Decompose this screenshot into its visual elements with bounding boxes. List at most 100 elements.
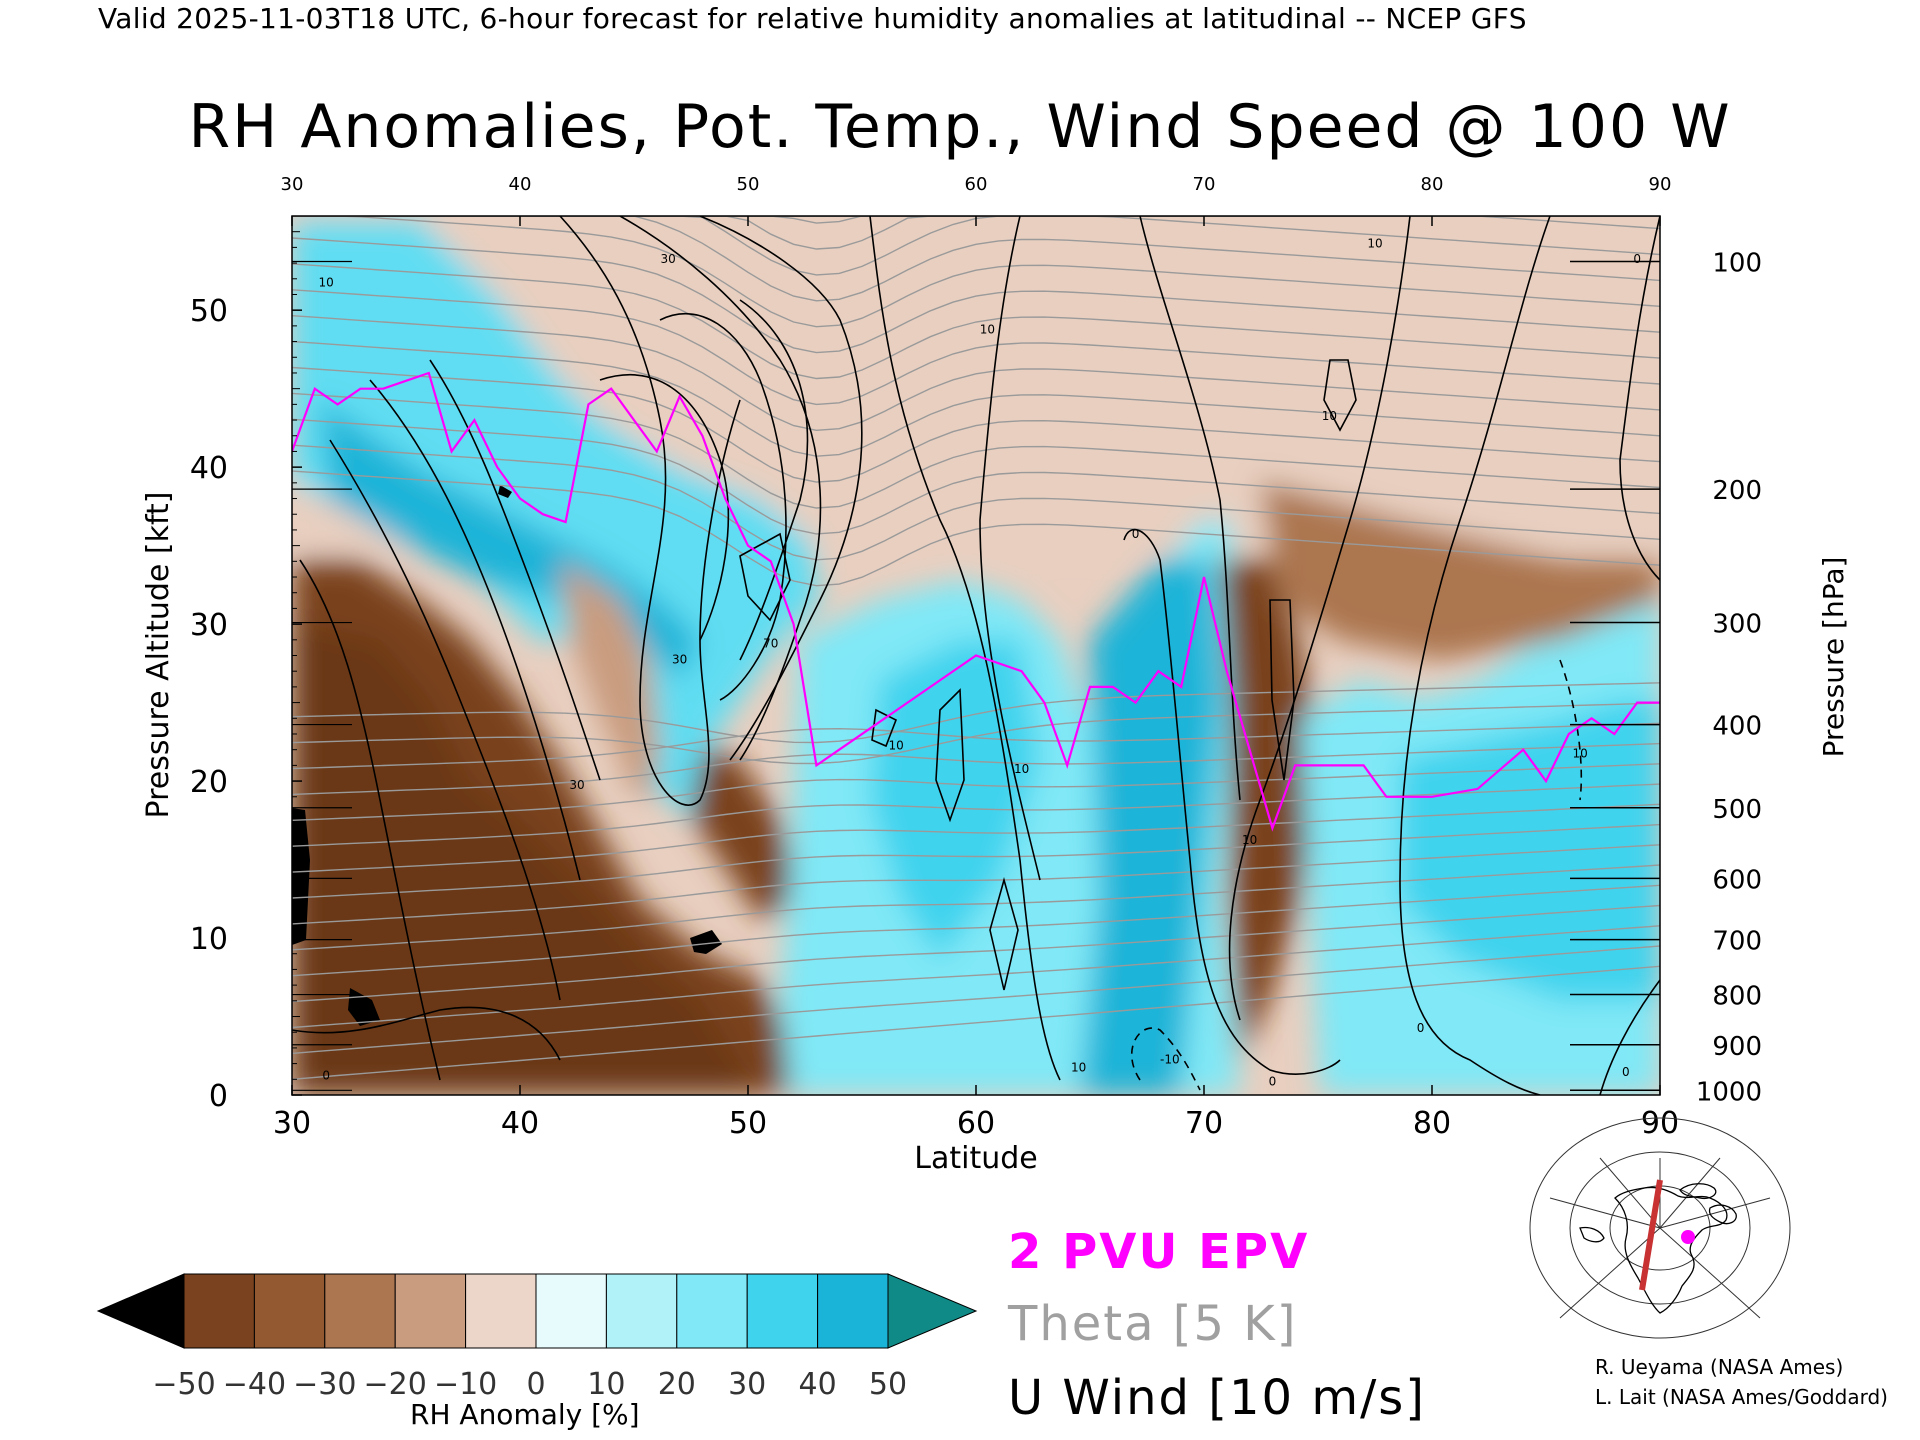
colorbar-tick-label: 30 [728, 1367, 766, 1402]
colorbar-box [394, 1273, 467, 1349]
epv-2pvu-line [292, 371, 1660, 832]
theta-isentrope [292, 803, 1660, 873]
colorbar-box [676, 1273, 748, 1349]
colorbar-tick-label: −30 [293, 1367, 356, 1402]
x-top-tick-label: 70 [1193, 174, 1216, 195]
pressure-tick-label: 600 [1712, 865, 1762, 895]
theta-isentrope [292, 844, 1660, 925]
x-tick-label: 80 [1413, 1106, 1451, 1141]
pressure-tick-label: 300 [1712, 610, 1762, 640]
x-tick-label: 70 [1185, 1106, 1223, 1141]
colorbar-box [746, 1273, 819, 1349]
colorbar-tick-label: −50 [152, 1367, 215, 1402]
u-wind-label: 0 [1269, 1075, 1277, 1089]
x-top-tick-label: 90 [1649, 174, 1672, 195]
theta-isentrope [292, 702, 1660, 765]
u-wind-label: 0 [1132, 527, 1140, 541]
pressure-tick-label: 800 [1712, 982, 1762, 1012]
theta-isentrope [292, 742, 1660, 796]
colorbar-box [817, 1273, 889, 1349]
y-tick-label: 30 [190, 608, 228, 643]
theta-isentrope [292, 392, 1660, 509]
theta-isentrope [292, 884, 1660, 977]
y-tick-label: 10 [190, 922, 228, 957]
pressure-tick-label: 400 [1712, 712, 1762, 742]
x-tick-label: 90 [1641, 1106, 1679, 1141]
u-wind-label: 10 [1367, 236, 1382, 250]
u-wind-label: 10 [980, 323, 995, 337]
u-wind-label: 0 [322, 1068, 330, 1082]
colorbar-tick-label: −20 [364, 1367, 427, 1402]
x-top-tick-label: 80 [1421, 174, 1444, 195]
theta-isentrope [292, 315, 1660, 432]
pressure-tick-label: 1000 [1696, 1077, 1762, 1107]
colorbar-tick-label: −40 [223, 1367, 286, 1402]
u-wind-label: -10 [1160, 1053, 1180, 1067]
legend-u-wind: U Wind [10 m/s] [1008, 1370, 1427, 1426]
u-wind-label: 10 [1322, 409, 1337, 423]
theta-isentrope [292, 216, 1660, 328]
colorbar-box [605, 1273, 678, 1349]
x-tick-label: 40 [501, 1106, 539, 1141]
colorbar-box [535, 1273, 607, 1349]
colorbar-box [324, 1273, 396, 1349]
theta-isentrope [292, 783, 1660, 847]
colorbar-tick-label: 10 [587, 1367, 625, 1402]
u-wind-label: 30 [569, 778, 584, 792]
pressure-tick-label: 500 [1712, 795, 1762, 825]
x-top-tick-label: 40 [509, 174, 532, 195]
colorbar-box [183, 1273, 255, 1349]
pressure-tick-label: 200 [1712, 476, 1762, 506]
u-wind-label: 30 [672, 652, 687, 666]
theta-isentrope [292, 263, 1660, 380]
theta-isentrope [292, 864, 1660, 951]
theta-contours [292, 216, 1660, 1080]
x-top-tick-label: 60 [965, 174, 988, 195]
u-wind-label: 30 [661, 252, 676, 266]
colorbar-tick-label: 50 [869, 1367, 907, 1402]
colorbar: −50 −40 −30 −20 −10 0 10 20 30 40 50 [96, 1273, 978, 1402]
pressure-tick-label: 700 [1712, 927, 1762, 957]
theta-isentrope [292, 682, 1660, 744]
theta-isentrope [292, 925, 1660, 1029]
colorbar-under-triangle [96, 1273, 185, 1349]
colorbar-tick-label: 40 [799, 1367, 837, 1402]
u-wind-contour-labels: 30 70 30 30 10 10 10 10 10 10 10 10 10 -10 0 0 0 0 0 0 [319, 236, 1641, 1088]
x-axis-bottom: 30 40 50 60 70 80 90 [273, 1085, 1679, 1141]
u-wind-label: 0 [1633, 252, 1641, 266]
x-tick-label: 30 [273, 1106, 311, 1141]
colorbar-over-triangle [887, 1273, 978, 1349]
y-axis-label: Pressure Altitude [kft] [141, 492, 176, 819]
x-axis-label: Latitude [914, 1141, 1037, 1176]
valid-time-header: Valid 2025-11-03T18 UTC, 6-hour forecast… [98, 2, 1527, 35]
colorbar-box [465, 1273, 537, 1349]
colorbar-tick-label: 20 [658, 1367, 696, 1402]
u-wind-label: 0 [1417, 1021, 1425, 1035]
colorbar-label: RH Anomaly [%] [410, 1398, 640, 1431]
theta-isentrope [292, 823, 1660, 899]
u-wind-label: 10 [1014, 762, 1029, 776]
y-tick-label: 40 [190, 451, 228, 486]
u-wind-contours [292, 216, 1660, 1095]
credit-line-2: L. Lait (NASA Ames/Goddard) [1595, 1385, 1888, 1409]
theta-isentrope [292, 237, 1660, 354]
y-axis-left: 0 10 20 30 40 50 [190, 231, 302, 1114]
theta-isentrope [292, 904, 1660, 1003]
u-wind-label: 70 [763, 637, 778, 651]
u-wind-label: 10 [889, 739, 904, 753]
u-wind-label: 10 [1071, 1060, 1086, 1074]
theta-isentrope [292, 470, 1660, 587]
theta-isentrope [292, 965, 1660, 1080]
pressure-tick-label: 900 [1712, 1032, 1762, 1062]
theta-isentrope [292, 722, 1660, 770]
chart-title: RH Anomalies, Pot. Temp., Wind Speed @ 1… [188, 92, 1732, 162]
theta-isentrope [292, 763, 1660, 821]
x-tick-label: 60 [957, 1106, 995, 1141]
x-axis-top: 30 40 50 60 70 80 90 [281, 174, 1672, 226]
y2-axis-label: Pressure [hPa] [1817, 557, 1850, 758]
y-tick-label: 0 [209, 1079, 228, 1114]
u-wind-label: 0 [1622, 1065, 1630, 1079]
u-wind-label: 10 [1242, 833, 1257, 847]
